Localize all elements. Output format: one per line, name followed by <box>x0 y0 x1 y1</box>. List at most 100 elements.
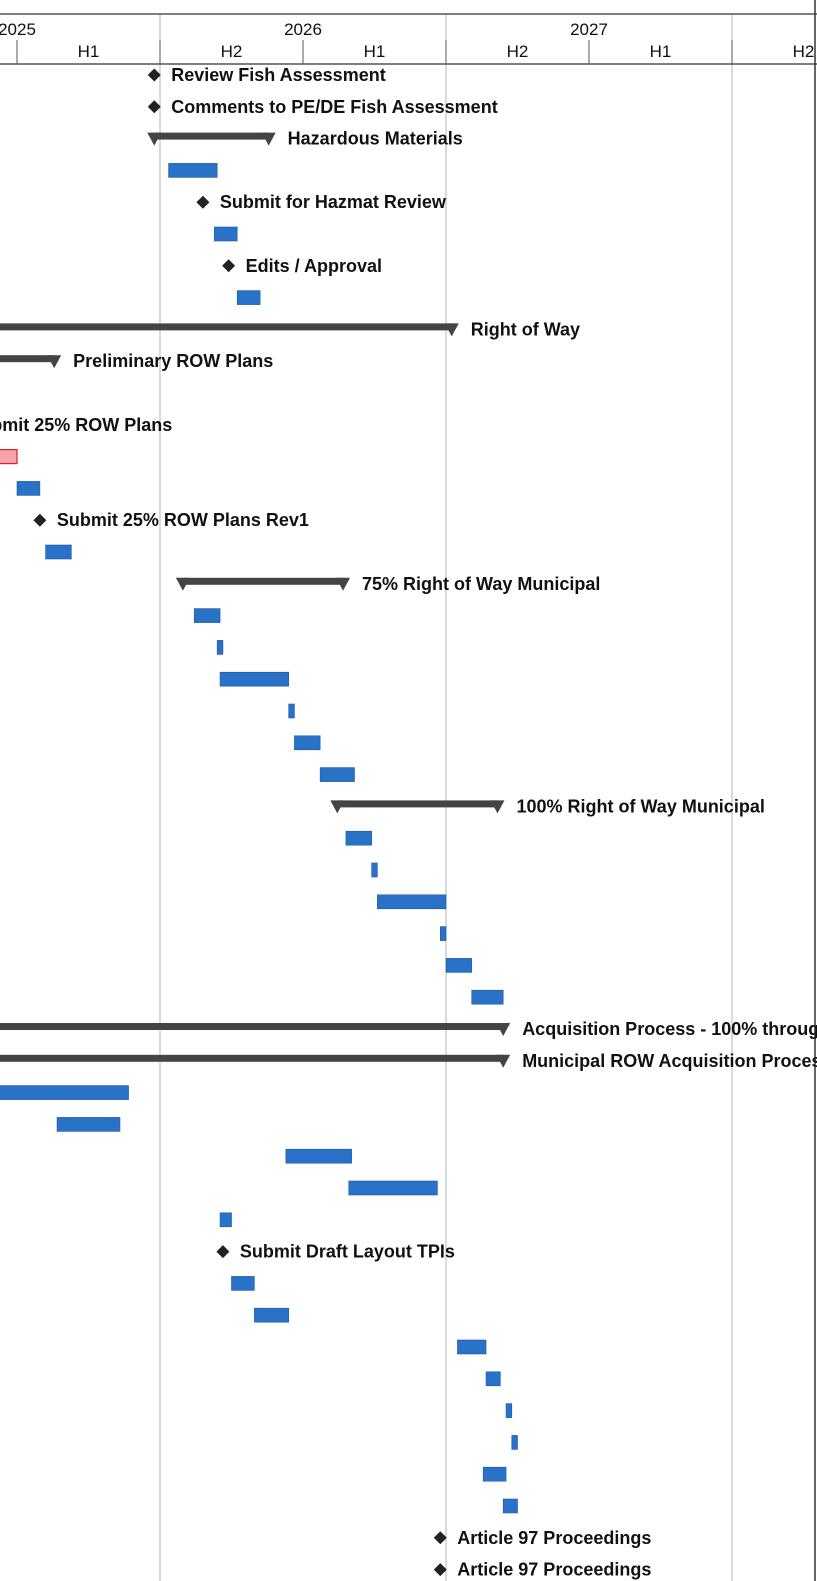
milestone-diamond <box>222 259 236 273</box>
task-bar <box>216 640 224 655</box>
task-bar <box>168 163 218 178</box>
row-task <box>345 830 372 846</box>
task-bar <box>254 1307 290 1323</box>
milestone-diamond <box>147 100 161 114</box>
summary-start-cap <box>147 132 162 146</box>
gridlines <box>159 14 733 1581</box>
row-task <box>16 481 41 496</box>
task-label: 75% Right of Way Municipal <box>362 574 600 594</box>
row-milestone: Article 97 Proceedings <box>433 1560 651 1580</box>
task-label: Review Fish Assessment <box>171 65 385 85</box>
row-milestone: Review Fish Assessment <box>147 65 386 85</box>
task-bar <box>371 862 378 878</box>
row-summary: Acquisition Process - 100% through PS&E <box>0 1019 817 1039</box>
task-bar <box>445 958 473 973</box>
summary-end-cap <box>496 1054 511 1068</box>
milestone-diamond <box>433 1531 447 1545</box>
summary-end-cap <box>444 323 459 337</box>
row-task <box>294 735 321 751</box>
row-milestone: Submit 25% ROW Plans Rev1 <box>33 510 309 530</box>
task-label: Submit Draft Layout TPIs <box>240 1242 455 1262</box>
task-label: Submit 25% ROW Plans Rev1 <box>57 510 309 530</box>
summary-bar <box>0 355 55 363</box>
row-summary: 100% Right of Way Municipal <box>330 796 765 816</box>
row-milestone: Submit for Hazmat Review <box>196 192 447 212</box>
task-bar <box>502 1498 518 1514</box>
task-bar <box>319 767 355 782</box>
row-task <box>214 226 238 242</box>
half-label: H1 <box>364 42 386 61</box>
row-summary: Right of Way <box>0 319 580 339</box>
row-summary: 75% Right of Way Municipal <box>175 574 600 594</box>
task-bar <box>16 481 41 496</box>
task-bar <box>511 1435 518 1450</box>
task-bar <box>348 1180 438 1196</box>
row-task <box>348 1180 438 1196</box>
row-task <box>285 1148 352 1164</box>
row-task <box>377 894 447 910</box>
summary-end-cap <box>261 132 276 146</box>
milestone-diamond <box>196 195 210 209</box>
task-bar <box>45 544 72 560</box>
row-milestone: Submit Draft Layout TPIs <box>216 1242 455 1262</box>
task-bar <box>231 1276 255 1291</box>
summary-bar <box>337 800 498 808</box>
row-task <box>502 1498 518 1514</box>
summary-end-cap <box>490 800 505 814</box>
row-critical <box>0 449 18 465</box>
task-label: Comments to PE/DE Fish Assessment <box>171 97 497 117</box>
summary-bar <box>154 132 269 140</box>
row-task <box>0 1085 129 1100</box>
milestone-diamond <box>216 1245 230 1259</box>
task-label: Municipal ROW Acquisition Process <box>522 1051 817 1071</box>
summary-bar <box>182 577 344 585</box>
task-bar <box>285 1148 352 1164</box>
task-rows: Review Fish Assessment Comments to PE/DE … <box>0 65 817 1580</box>
row-task <box>482 1466 507 1482</box>
row-task <box>457 1339 487 1355</box>
summary-bar <box>0 1054 504 1062</box>
row-summary: Preliminary ROW Plans <box>0 351 273 371</box>
row-task <box>236 290 261 305</box>
row-task <box>485 1371 501 1387</box>
row-task <box>371 862 378 878</box>
task-label: Submit 25% ROW Plans <box>0 415 172 435</box>
year-label: 2027 <box>570 20 608 39</box>
task-label: Edits / Approval <box>246 256 382 276</box>
task-bar <box>485 1371 501 1387</box>
row-task <box>216 640 224 655</box>
task-label: Article 97 Proceedings <box>457 1560 651 1580</box>
summary-start-cap <box>175 577 190 591</box>
critical-task-bar <box>0 449 18 465</box>
task-bar <box>457 1339 487 1355</box>
row-task <box>168 163 218 178</box>
task-bar <box>345 830 372 846</box>
task-bar <box>505 1403 513 1418</box>
task-label: Article 97 Proceedings <box>457 1528 651 1548</box>
row-task <box>194 608 221 623</box>
row-task <box>439 926 447 941</box>
half-label: H2 <box>793 42 815 61</box>
row-task <box>45 544 72 560</box>
task-label: Acquisition Process - 100% through PS&E <box>522 1019 817 1039</box>
task-bar <box>56 1117 121 1132</box>
task-bar <box>482 1466 507 1482</box>
row-task <box>319 767 355 782</box>
summary-end-cap <box>336 577 351 591</box>
summary-start-cap <box>330 800 345 814</box>
task-bar <box>194 608 221 623</box>
half-label: H1 <box>650 42 672 61</box>
task-label: 100% Right of Way Municipal <box>516 796 764 816</box>
summary-bar <box>0 1023 504 1030</box>
task-bar <box>439 926 447 941</box>
row-task <box>471 989 504 1005</box>
milestone-diamond <box>433 1563 447 1577</box>
task-bar <box>214 226 238 242</box>
year-label: 2026 <box>284 20 322 39</box>
row-task <box>56 1117 121 1132</box>
task-bar <box>219 1212 232 1228</box>
task-bar <box>377 894 447 910</box>
row-milestone: Submit 25% ROW Plans <box>0 415 172 435</box>
